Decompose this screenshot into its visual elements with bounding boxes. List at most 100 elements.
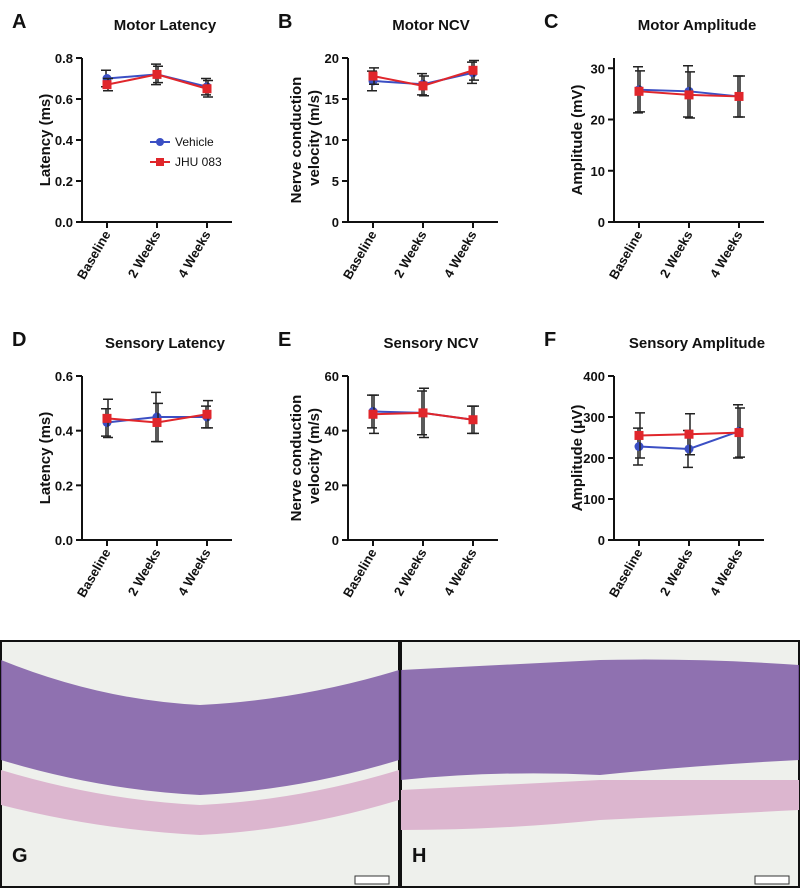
y-axis-label: Nerve conduction velocity (m/s) xyxy=(288,77,323,204)
y-tick-label: 0.2 xyxy=(55,478,73,493)
x-tick-label: 2 Weeks xyxy=(391,228,430,280)
scale-bar xyxy=(754,875,790,885)
y-axis-label: Latency (ms) xyxy=(37,412,54,505)
y-axis-label: Latency (ms) xyxy=(37,94,54,187)
series xyxy=(102,398,213,443)
point xyxy=(368,71,378,81)
y-axis-label: Amplitude (mV) xyxy=(569,85,586,196)
point xyxy=(102,413,112,423)
tissue-muscle xyxy=(1,770,399,835)
y-axis-label: Nerve conduction velocity (m/s) xyxy=(288,395,323,522)
panel-label: D xyxy=(12,329,26,351)
x-tick-label: 4 Weeks xyxy=(707,228,746,280)
chart-title: Sensory Amplitude xyxy=(629,335,765,352)
scale-bar xyxy=(354,875,390,885)
point xyxy=(368,409,378,419)
point xyxy=(734,428,744,438)
y-tick-label: 0 xyxy=(598,533,605,548)
y-tick-label: 0 xyxy=(332,533,339,548)
y-tick-label: 10 xyxy=(591,164,605,179)
y-tick-label: 0.8 xyxy=(55,51,73,66)
panel-label: C xyxy=(544,11,558,33)
series xyxy=(102,65,213,98)
y-tick-label: 20 xyxy=(325,478,339,493)
y-tick-label: 0.4 xyxy=(55,133,74,148)
chart-title: Motor Latency xyxy=(114,17,217,34)
y-tick-label: 30 xyxy=(591,61,605,76)
point xyxy=(684,90,694,100)
point xyxy=(418,81,428,91)
x-tick-label: 4 Weeks xyxy=(441,228,480,280)
histology xyxy=(0,640,800,888)
point xyxy=(202,84,212,94)
y-axis-label: Amplitude (μV) xyxy=(569,405,586,512)
point xyxy=(634,442,644,452)
point xyxy=(418,408,428,418)
panel-label: F xyxy=(544,329,556,351)
series xyxy=(634,407,745,459)
point xyxy=(202,409,212,419)
y-tick-label: 0.6 xyxy=(55,92,73,107)
y-tick-label: 40 xyxy=(325,424,339,439)
y-tick-label: 400 xyxy=(583,369,605,384)
panel-label: A xyxy=(12,11,26,33)
point xyxy=(634,430,644,440)
x-tick-label: Baseline xyxy=(74,546,114,600)
y-tick-label: 300 xyxy=(583,410,605,425)
x-tick-label: 4 Weeks xyxy=(707,546,746,598)
y-tick-label: 0 xyxy=(598,215,605,230)
chart-title: Motor Amplitude xyxy=(638,17,757,34)
series xyxy=(368,59,479,97)
y-tick-label: 200 xyxy=(583,451,605,466)
y-tick-label: 0.6 xyxy=(55,369,73,384)
legend-label: JHU 083 xyxy=(175,155,222,169)
series xyxy=(634,70,745,119)
x-tick-label: 2 Weeks xyxy=(657,228,696,280)
y-tick-label: 0.4 xyxy=(55,424,74,439)
y-tick-label: 5 xyxy=(332,174,339,189)
y-tick-label: 60 xyxy=(325,369,339,384)
x-tick-label: 2 Weeks xyxy=(125,546,164,598)
point xyxy=(102,80,112,90)
y-tick-label: 20 xyxy=(325,51,339,66)
point xyxy=(684,429,694,439)
point xyxy=(468,65,478,75)
point xyxy=(734,91,744,101)
chart-title: Sensory NCV xyxy=(383,335,478,352)
point xyxy=(468,415,478,425)
y-tick-label: 10 xyxy=(325,133,339,148)
y-tick-label: 15 xyxy=(325,92,339,107)
y-tick-label: 0.2 xyxy=(55,174,73,189)
panel-label: B xyxy=(278,11,292,33)
x-tick-label: Baseline xyxy=(340,546,380,600)
y-tick-label: 0.0 xyxy=(55,533,73,548)
y-tick-label: 0.0 xyxy=(55,215,73,230)
point xyxy=(152,69,162,79)
y-tick-label: 100 xyxy=(583,492,605,507)
panel-label: E xyxy=(278,329,291,351)
x-tick-label: Baseline xyxy=(74,228,114,282)
series xyxy=(101,63,212,96)
tissue xyxy=(1,660,399,795)
point xyxy=(634,86,644,96)
tissue xyxy=(401,659,799,780)
x-tick-label: 4 Weeks xyxy=(175,546,214,598)
chart-title: Motor NCV xyxy=(392,17,470,34)
x-tick-label: 4 Weeks xyxy=(175,228,214,280)
panel-label: G xyxy=(12,845,28,867)
x-tick-label: 2 Weeks xyxy=(125,228,164,280)
x-tick-label: 2 Weeks xyxy=(657,546,696,598)
x-tick-label: 4 Weeks xyxy=(441,546,480,598)
point xyxy=(684,444,694,454)
y-tick-label: 20 xyxy=(591,113,605,128)
x-tick-label: 2 Weeks xyxy=(391,546,430,598)
y-tick-label: 0 xyxy=(332,215,339,230)
point xyxy=(152,417,162,427)
legend-label: Vehicle xyxy=(175,135,214,149)
x-tick-label: Baseline xyxy=(606,546,646,600)
x-tick-label: Baseline xyxy=(340,228,380,282)
legend-marker xyxy=(156,158,164,166)
x-tick-label: Baseline xyxy=(606,228,646,282)
legend-marker xyxy=(156,138,164,146)
